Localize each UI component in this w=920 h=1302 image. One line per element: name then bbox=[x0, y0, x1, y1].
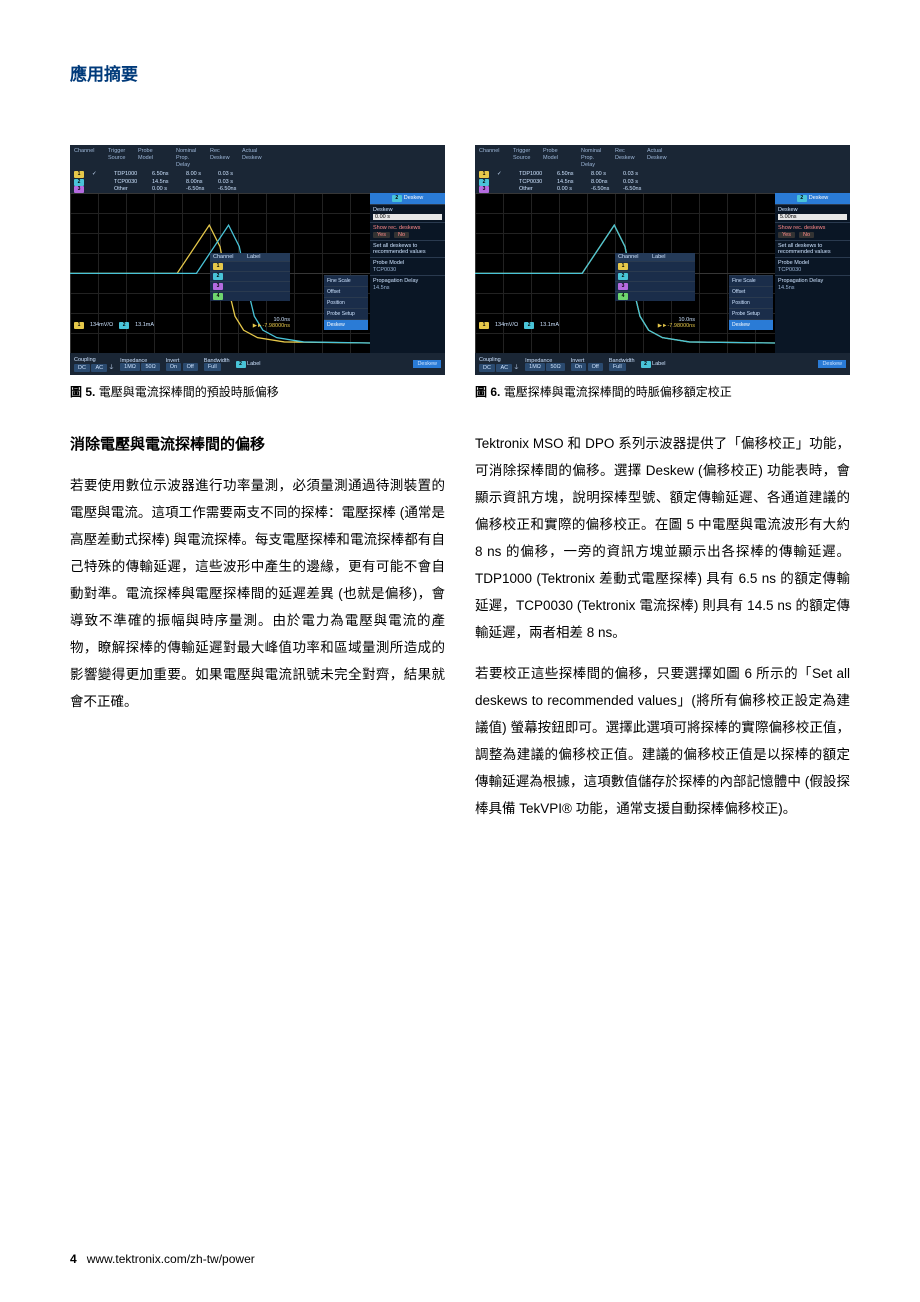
status-left: 1134mV/Ω 213.1mA bbox=[479, 322, 559, 329]
status-left: 1134mV/Ω 213.1mA bbox=[74, 322, 154, 329]
body-paragraph: Tektronix MSO 和 DPO 系列示波器提供了「偏移校正」功能，可消除… bbox=[475, 430, 850, 646]
channel-panel: Channel Label 1234 bbox=[210, 253, 290, 301]
figure-6-caption: 圖 6. 電壓探棒與電流探棒間的時脈偏移額定校正 bbox=[475, 383, 850, 400]
body-paragraph: 若要校正這些探棒間的偏移，只要選擇如圖 6 所示的「Set all deskew… bbox=[475, 660, 850, 822]
figure-5: Channel Trigger Source Probe Model Nomin… bbox=[70, 145, 445, 400]
right-column: Tektronix MSO 和 DPO 系列示波器提供了「偏移校正」功能，可消除… bbox=[475, 430, 850, 836]
status-mid: 10.0ns ▶►-7.98000ns bbox=[658, 317, 695, 329]
channel-panel: Channel Label 1234 bbox=[615, 253, 695, 301]
sub-menu: Fine ScaleOffsetPositionProbe SetupDeske… bbox=[324, 275, 368, 330]
body-paragraph: 若要使用數位示波器進行功率量測，必須量測通過待測裝置的電壓與電流。這項工作需要兩… bbox=[70, 472, 445, 715]
page-header: 應用摘要 bbox=[70, 60, 850, 85]
deskew-panel: 2Deskew Deskew5.00ns Show rec. deskewsYe… bbox=[775, 193, 850, 353]
sub-menu: Fine ScaleOffsetPositionProbe SetupDeske… bbox=[729, 275, 773, 330]
status-mid: 10.0ns ▶►-7.98000ns bbox=[253, 317, 290, 329]
scope-screenshot-6: Channel Trigger Source Probe Model Nomin… bbox=[475, 145, 850, 375]
bottom-bar: CouplingDC AC ⏚ Impedance1MΩ 50Ω InvertO… bbox=[70, 353, 445, 375]
figure-6: Channel Trigger Source Probe Model Nomin… bbox=[475, 145, 850, 400]
deskew-panel: 2Deskew Deskew0.00 s Show rec. deskewsYe… bbox=[370, 193, 445, 353]
scope-table: Channel Trigger Source Probe Model Nomin… bbox=[475, 145, 850, 193]
left-column: 消除電壓與電流探棒間的偏移 若要使用數位示波器進行功率量測，必須量測通過待測裝置… bbox=[70, 430, 445, 836]
scope-table: Channel Trigger Source Probe Model Nomin… bbox=[70, 145, 445, 193]
scope-screenshot-5: Channel Trigger Source Probe Model Nomin… bbox=[70, 145, 445, 375]
section-heading: 消除電壓與電流探棒間的偏移 bbox=[70, 430, 445, 460]
page-footer: 4www.tektronix.com/zh-tw/power bbox=[70, 1252, 255, 1266]
figure-5-caption: 圖 5. 電壓與電流探棒間的預設時脈偏移 bbox=[70, 383, 445, 400]
figure-row: Channel Trigger Source Probe Model Nomin… bbox=[70, 145, 850, 400]
body-columns: 消除電壓與電流探棒間的偏移 若要使用數位示波器進行功率量測，必須量測通過待測裝置… bbox=[70, 430, 850, 836]
bottom-bar: CouplingDC AC ⏚ Impedance1MΩ 50Ω InvertO… bbox=[475, 353, 850, 375]
